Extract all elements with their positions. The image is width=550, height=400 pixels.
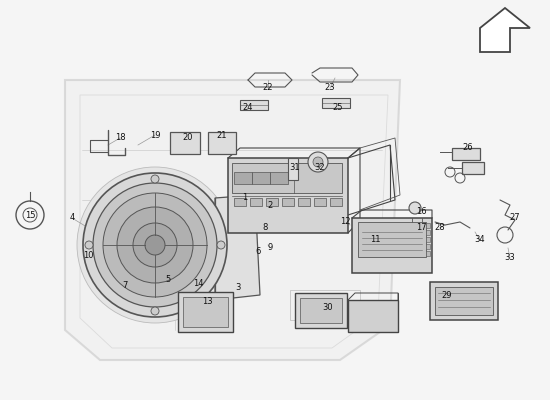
- Bar: [314, 198, 326, 206]
- Bar: [232, 163, 342, 193]
- Bar: [358, 222, 426, 257]
- Bar: [234, 172, 252, 184]
- Bar: [295, 293, 347, 328]
- Bar: [270, 172, 288, 184]
- Circle shape: [313, 157, 323, 167]
- Text: 19: 19: [150, 130, 160, 140]
- Circle shape: [217, 241, 225, 249]
- Text: 30: 30: [323, 304, 333, 312]
- Bar: [426, 223, 430, 228]
- Text: 10: 10: [82, 250, 94, 260]
- Circle shape: [83, 173, 227, 317]
- Bar: [298, 198, 310, 206]
- Circle shape: [308, 152, 328, 172]
- Text: 6: 6: [255, 246, 261, 256]
- Bar: [435, 287, 493, 315]
- Polygon shape: [480, 8, 530, 52]
- Bar: [462, 162, 484, 174]
- Bar: [426, 230, 430, 235]
- Text: 5: 5: [166, 276, 170, 284]
- Circle shape: [409, 202, 421, 214]
- Text: 17: 17: [416, 224, 426, 232]
- Bar: [348, 300, 398, 332]
- Text: 22: 22: [263, 84, 273, 92]
- Text: 14: 14: [192, 278, 204, 288]
- Bar: [452, 148, 480, 160]
- Bar: [282, 198, 294, 206]
- Bar: [352, 218, 432, 273]
- Text: 7: 7: [122, 280, 128, 290]
- Bar: [234, 198, 246, 206]
- Circle shape: [151, 175, 159, 183]
- Bar: [208, 132, 236, 154]
- Circle shape: [151, 307, 159, 315]
- Circle shape: [117, 207, 193, 283]
- Circle shape: [133, 223, 177, 267]
- Text: 18: 18: [115, 134, 125, 142]
- Circle shape: [85, 241, 93, 249]
- Bar: [183, 297, 228, 327]
- Text: 25: 25: [333, 104, 343, 112]
- Text: 21: 21: [217, 130, 227, 140]
- Text: 24: 24: [243, 104, 253, 112]
- Text: 32: 32: [315, 164, 325, 172]
- Bar: [410, 225, 424, 233]
- Bar: [300, 298, 342, 323]
- Circle shape: [103, 193, 207, 297]
- Text: 3: 3: [235, 282, 241, 292]
- Text: 4: 4: [69, 214, 75, 222]
- Text: 28: 28: [434, 224, 446, 232]
- Polygon shape: [65, 80, 400, 360]
- Text: 9: 9: [267, 244, 273, 252]
- Bar: [252, 172, 270, 184]
- Circle shape: [93, 183, 217, 307]
- Text: 15: 15: [25, 210, 35, 220]
- Text: 23: 23: [324, 84, 336, 92]
- Polygon shape: [215, 195, 260, 300]
- Bar: [426, 237, 430, 242]
- Text: 20: 20: [183, 134, 193, 142]
- Text: 31: 31: [290, 164, 300, 172]
- Text: 27: 27: [510, 214, 520, 222]
- Bar: [228, 158, 348, 233]
- Bar: [250, 198, 262, 206]
- Text: 26: 26: [463, 144, 474, 152]
- Text: 29: 29: [442, 290, 452, 300]
- Text: 11: 11: [370, 236, 380, 244]
- Bar: [426, 244, 430, 249]
- Bar: [430, 282, 498, 320]
- Circle shape: [145, 235, 165, 255]
- Bar: [426, 251, 430, 256]
- Text: 13: 13: [202, 298, 212, 306]
- Bar: [240, 100, 268, 110]
- Text: 8: 8: [262, 224, 268, 232]
- Text: 2: 2: [267, 200, 273, 210]
- Bar: [290, 290, 360, 320]
- Circle shape: [77, 167, 233, 323]
- Text: 12: 12: [340, 218, 350, 226]
- Text: 1: 1: [243, 194, 248, 202]
- Text: lamborghini: lamborghini: [87, 168, 353, 252]
- Bar: [330, 198, 342, 206]
- Bar: [178, 292, 233, 332]
- Bar: [288, 158, 298, 180]
- Text: 16: 16: [416, 208, 426, 216]
- Bar: [170, 132, 200, 154]
- Text: 33: 33: [505, 254, 515, 262]
- Bar: [266, 198, 278, 206]
- Bar: [322, 98, 350, 108]
- Text: 34: 34: [475, 236, 485, 244]
